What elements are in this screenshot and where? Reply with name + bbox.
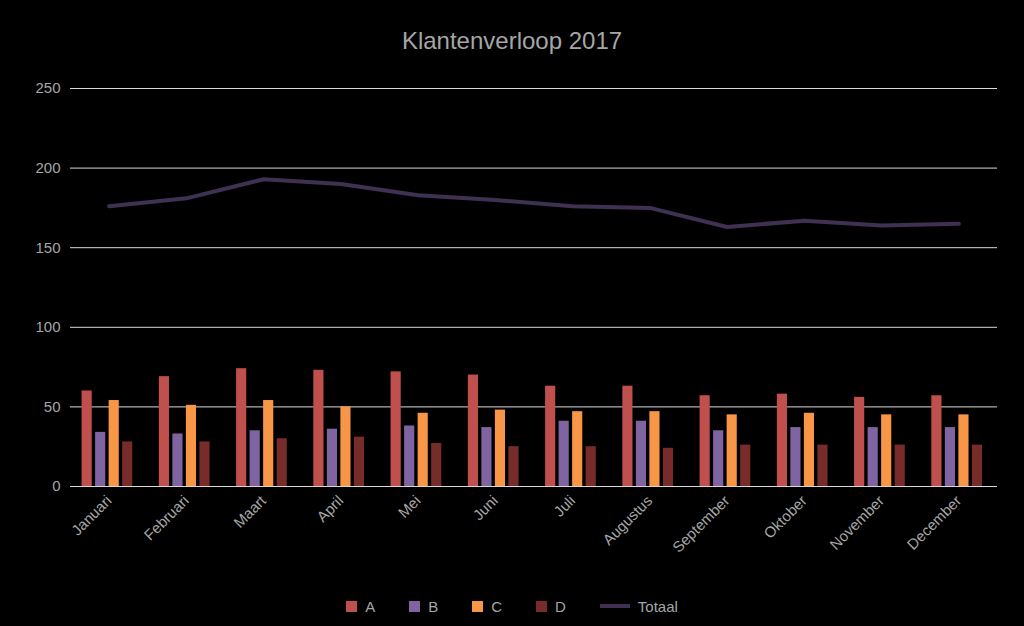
svg-text:April: April (313, 492, 346, 525)
svg-text:Januari: Januari (68, 492, 115, 539)
svg-text:250: 250 (35, 79, 60, 96)
svg-text:50: 50 (44, 398, 61, 415)
html-text:A: A (365, 597, 376, 615)
svg-text:December: December (903, 492, 964, 553)
html-text:C: C (491, 597, 502, 615)
svg-text:200: 200 (35, 159, 60, 176)
html-text:Klantenverloop 2017: Klantenverloop 2017 (401, 27, 623, 54)
html-text:Totaal: Totaal (637, 597, 678, 615)
svg-text:November: November (826, 492, 887, 553)
svg-text:Juli: Juli (550, 492, 578, 520)
svg-text:0: 0 (52, 477, 60, 494)
svg-text:September: September (669, 492, 733, 556)
svg-text:Februari: Februari (140, 492, 192, 544)
svg-text:150: 150 (35, 239, 60, 256)
svg-text:Mei: Mei (395, 492, 424, 521)
html-text:D: D (555, 597, 566, 615)
svg-text:Juni: Juni (469, 492, 500, 523)
svg-text:Augustus: Augustus (599, 492, 655, 548)
svg-text:Oktober: Oktober (760, 492, 810, 542)
html-text:B: B (428, 597, 439, 615)
svg-text:Maart: Maart (230, 491, 270, 531)
svg-text:100: 100 (35, 318, 60, 335)
